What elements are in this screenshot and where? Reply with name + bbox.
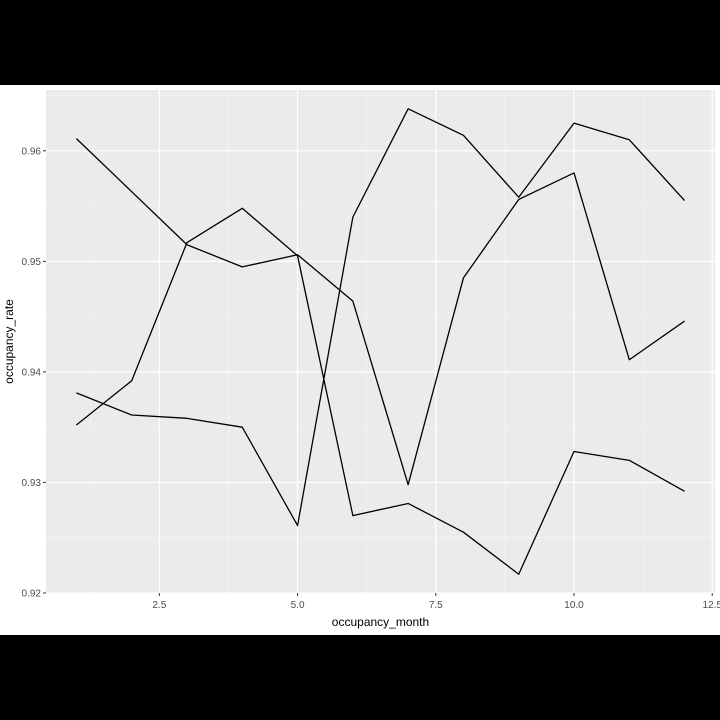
y-tick-label: 0.92 — [22, 589, 42, 600]
y-tick-label: 0.94 — [22, 367, 42, 378]
major-gridlines — [46, 90, 715, 594]
y-tick-label: 0.93 — [22, 478, 42, 489]
plot-panel — [46, 90, 715, 593]
x-tick-label: 12.5 — [703, 600, 720, 611]
y-tick-label: 0.95 — [22, 257, 42, 268]
y-axis-ticks: 0.92 0.93 0.94 0.95 0.96 — [22, 146, 46, 600]
x-axis-title: occupancy_month — [332, 615, 429, 629]
x-tick-label: 7.5 — [429, 600, 443, 611]
x-tick-label: 10.0 — [564, 600, 584, 611]
minor-gridlines — [46, 90, 715, 593]
series-line-3 — [76, 108, 686, 527]
chart-frame: 2.5 5.0 7.5 10.0 12.5 0.92 0.93 0.94 0.95 0.96 o… — [0, 85, 720, 635]
x-tick-label: 5.0 — [291, 600, 305, 611]
series-lines — [75, 108, 686, 575]
x-axis-ticks: 2.5 5.0 7.5 10.0 12.5 — [152, 593, 720, 611]
series-line-2 — [76, 207, 685, 575]
series-line-1 — [75, 138, 685, 486]
line-chart: 2.5 5.0 7.5 10.0 12.5 0.92 0.93 0.94 0.95 0.96 o… — [2, 90, 720, 629]
x-tick-label: 2.5 — [152, 600, 166, 611]
y-tick-label: 0.96 — [22, 146, 42, 157]
y-axis-title: occupancy_rate — [2, 299, 16, 384]
